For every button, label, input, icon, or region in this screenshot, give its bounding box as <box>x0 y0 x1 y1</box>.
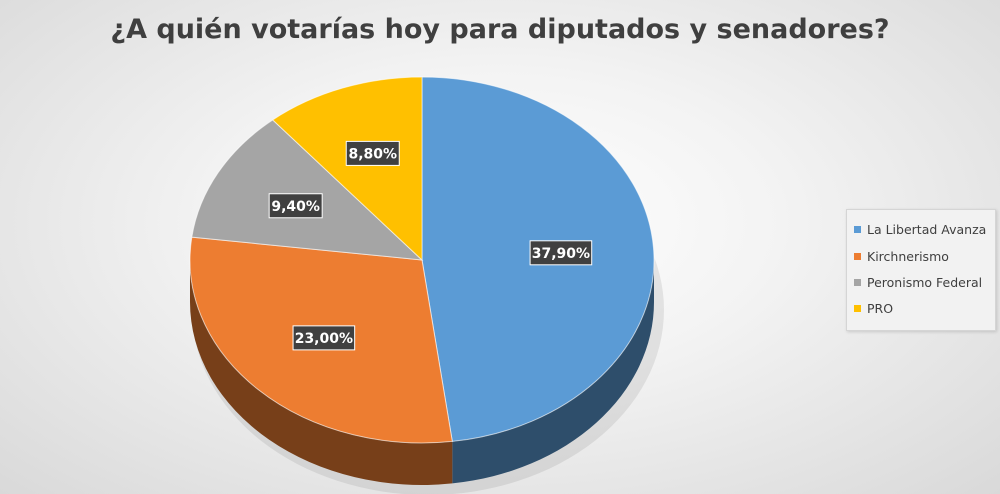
data-label-box <box>345 140 400 166</box>
legend-item-pro: PRO <box>854 299 893 317</box>
data-label-pro: 8,80% <box>345 140 400 166</box>
legend-swatch <box>854 278 861 286</box>
legend: La Libertad Avanza Kirchnerismo Peronismo … <box>846 209 996 331</box>
legend-label: La Libertad Avanza <box>867 221 987 237</box>
data-label-box <box>268 193 323 219</box>
data-label-box <box>292 325 356 351</box>
data-label-box <box>529 240 593 266</box>
chart-title: ¿A quién votarías hoy para diputados y s… <box>110 14 890 45</box>
data-label-value: 8,80% <box>348 146 397 162</box>
legend-item-la-libertad-avanza: La Libertad Avanza <box>854 220 986 238</box>
pie-slice-pro <box>271 76 423 262</box>
pie-side-kirchnerismo <box>190 260 453 486</box>
data-label-value: 9,40% <box>271 199 320 215</box>
data-label-la-libertad-avanza: 37,90% <box>529 240 593 266</box>
data-label-kirchnerismo: 23,00% <box>292 325 356 351</box>
data-label-value: 37,90% <box>532 246 590 262</box>
legend-item-peronismo-federal: Peronismo Federal <box>854 273 982 291</box>
legend-label: PRO <box>867 300 894 316</box>
legend-item-kirchnerismo: Kirchnerismo <box>854 247 949 265</box>
legend-label: Kirchnerismo <box>867 248 949 264</box>
legend-swatch <box>854 304 861 312</box>
pie-side-la-libertad-avanza <box>452 260 654 484</box>
legend-swatch <box>854 225 861 233</box>
data-label-value: 23,00% <box>295 331 353 347</box>
legend-label: Peronismo Federal <box>867 274 983 290</box>
data-label-peronismo-federal: 9,40% <box>268 193 323 219</box>
legend-swatch <box>854 252 861 260</box>
pie-slice-peronismo-federal <box>191 119 424 261</box>
